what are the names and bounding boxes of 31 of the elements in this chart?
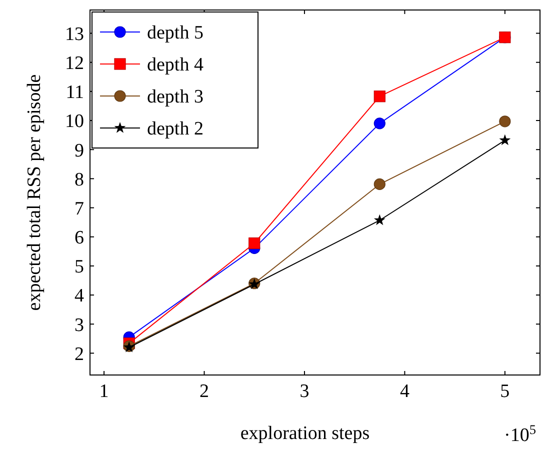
y-tick-label: 13 bbox=[65, 24, 84, 45]
legend-label: depth 5 bbox=[147, 22, 204, 44]
y-tick-label: 11 bbox=[66, 82, 84, 104]
x-tick-label: 3 bbox=[300, 381, 310, 402]
y-tick-label: 3 bbox=[74, 314, 84, 336]
y-tick-label: 2 bbox=[74, 344, 84, 365]
y-tick-label: 9 bbox=[74, 140, 84, 162]
y-axis-title: expected total RSS per episode bbox=[24, 74, 45, 311]
x-tick-label: 2 bbox=[200, 381, 210, 402]
y-tick-label: 6 bbox=[74, 228, 84, 249]
point bbox=[499, 116, 511, 128]
x-tick-label: 5 bbox=[500, 381, 510, 402]
point bbox=[374, 178, 386, 190]
legend-label: depth 2 bbox=[147, 118, 204, 140]
y-tick-label: 12 bbox=[65, 53, 84, 74]
y-tick-label: 8 bbox=[74, 169, 84, 190]
y-tick-label: 10 bbox=[65, 111, 84, 132]
point bbox=[374, 214, 386, 226]
y-tick-label: 7 bbox=[74, 198, 84, 220]
text: ·10$^{5}$ bbox=[504, 422, 536, 446]
y-tick-label: 5 bbox=[74, 256, 84, 278]
legend-label: depth 3 bbox=[147, 86, 204, 108]
point bbox=[374, 90, 386, 102]
point bbox=[374, 118, 386, 130]
y-tick-label: 4 bbox=[74, 286, 84, 307]
x-tick-label: 4 bbox=[400, 381, 410, 402]
legend-label: depth 4 bbox=[147, 54, 204, 76]
point bbox=[248, 237, 260, 250]
x-tick-label: 1 bbox=[99, 381, 109, 402]
x-axis-title: exploration steps bbox=[240, 423, 370, 444]
point bbox=[499, 134, 511, 146]
